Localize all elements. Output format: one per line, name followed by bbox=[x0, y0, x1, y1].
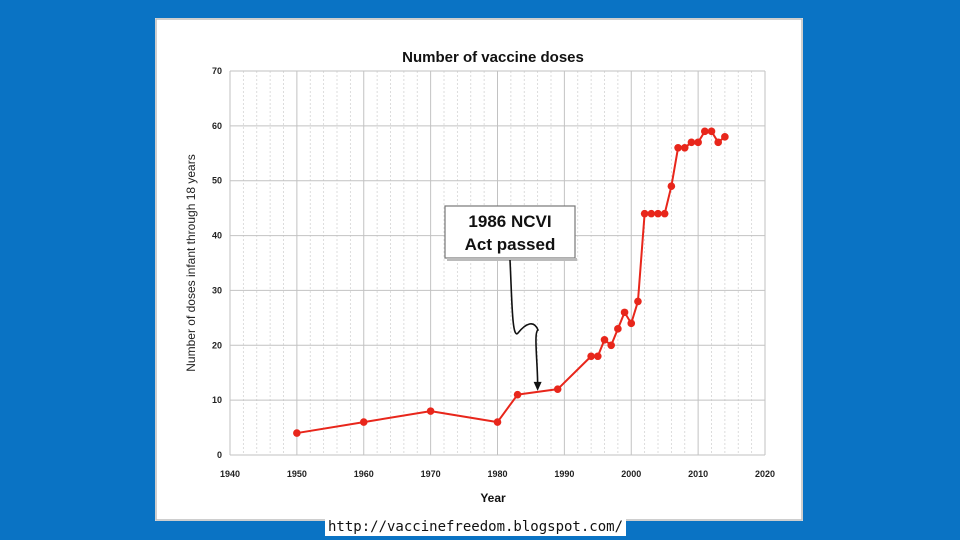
data-point bbox=[359, 418, 368, 426]
x-tick-label: 2020 bbox=[755, 469, 775, 479]
annotation-box-shadow bbox=[447, 258, 577, 261]
data-point bbox=[587, 352, 595, 361]
major-gridlines bbox=[229, 70, 766, 456]
data-point bbox=[293, 429, 301, 437]
series-group bbox=[293, 127, 729, 437]
data-point bbox=[660, 209, 669, 218]
data-point bbox=[607, 341, 615, 350]
y-tick-label: 50 bbox=[212, 176, 222, 186]
chart-card: 1940 1950 1960 1970 1980 1990 2000 2010 2020 0 10 2… bbox=[155, 18, 803, 521]
data-point bbox=[513, 390, 522, 399]
source-caption: http://vaccinefreedom.blogspot.com/ bbox=[325, 518, 627, 536]
annotation-line-1: 1986 NCVI bbox=[468, 212, 551, 231]
x-tick-label: 1970 bbox=[421, 469, 441, 479]
data-point bbox=[620, 308, 629, 317]
y-tick-label: 70 bbox=[212, 66, 222, 76]
annotation-box bbox=[444, 205, 576, 259]
dose-chart: 1940 1950 1960 1970 1980 1990 2000 2010 2020 0 10 2… bbox=[155, 18, 803, 521]
data-point bbox=[640, 209, 649, 218]
data-point bbox=[701, 127, 709, 136]
x-tick-label: 1980 bbox=[487, 469, 507, 479]
data-point bbox=[493, 418, 502, 426]
x-tick-label: 1990 bbox=[554, 469, 574, 479]
y-tick-label: 10 bbox=[212, 395, 222, 405]
annotation-line-2: Act passed bbox=[465, 235, 556, 254]
data-point bbox=[714, 138, 722, 147]
x-tick-label: 2010 bbox=[688, 469, 708, 479]
data-point bbox=[721, 133, 729, 141]
y-tick-label: 40 bbox=[212, 231, 222, 241]
annotation-arrow bbox=[509, 259, 540, 384]
data-point bbox=[680, 144, 689, 152]
y-tick-label: 20 bbox=[212, 340, 222, 350]
data-point bbox=[594, 352, 602, 361]
data-point bbox=[600, 336, 609, 344]
data-point bbox=[694, 138, 702, 147]
data-point bbox=[627, 319, 636, 328]
x-axis-label: Year bbox=[480, 491, 506, 505]
minor-gridlines bbox=[242, 71, 753, 455]
tick-labels: 1940 1950 1960 1970 1980 1990 2000 2010 2020 0 10 2… bbox=[212, 66, 775, 479]
y-tick-label: 60 bbox=[212, 121, 222, 131]
data-point bbox=[426, 407, 435, 415]
data-point bbox=[553, 385, 562, 393]
y-tick-label: 30 bbox=[212, 285, 222, 295]
annotation-arrowhead bbox=[533, 381, 542, 391]
data-point bbox=[614, 325, 622, 333]
data-point bbox=[687, 138, 696, 147]
data-point bbox=[647, 209, 656, 218]
data-point bbox=[654, 209, 662, 218]
y-axis-label: Number of doses infant through 18 years bbox=[184, 154, 198, 371]
y-tick-label: 0 bbox=[217, 450, 222, 460]
chart-frame bbox=[155, 18, 803, 521]
data-point bbox=[667, 182, 676, 190]
data-point bbox=[707, 127, 716, 136]
x-tick-label: 1940 bbox=[220, 469, 240, 479]
x-tick-label: 1960 bbox=[354, 469, 374, 479]
x-tick-label: 1950 bbox=[287, 469, 307, 479]
chart-title: Number of vaccine doses bbox=[402, 49, 584, 66]
x-tick-label: 2000 bbox=[621, 469, 641, 479]
data-point bbox=[634, 297, 642, 306]
annotation-group: 1986 NCVI Act passed bbox=[444, 205, 577, 391]
data-point bbox=[674, 144, 682, 152]
